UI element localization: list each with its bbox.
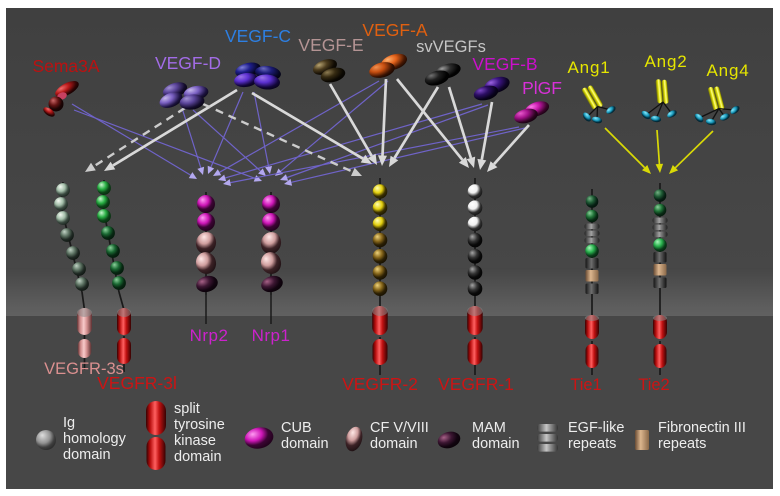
svg-text:domain: domain — [370, 436, 418, 452]
svg-text:VEGFR-1: VEGFR-1 — [438, 374, 514, 394]
svg-text:Nrp2: Nrp2 — [190, 326, 229, 345]
svg-text:VEGF-A: VEGF-A — [362, 20, 427, 40]
svg-text:VEGF-E: VEGF-E — [298, 35, 363, 55]
svg-text:VEGFR-3l: VEGFR-3l — [97, 373, 177, 393]
svg-text:domain: domain — [281, 436, 329, 452]
svg-text:repeats: repeats — [568, 436, 616, 452]
svg-text:domain: domain — [174, 449, 222, 465]
svg-text:VEGFR-3s: VEGFR-3s — [44, 360, 124, 378]
svg-text:Fibronectin III: Fibronectin III — [658, 420, 746, 436]
svg-text:VEGF-D: VEGF-D — [155, 53, 221, 73]
svg-text:EGF-like: EGF-like — [568, 420, 624, 436]
svg-text:tyrosine: tyrosine — [174, 417, 225, 433]
svg-text:kinase: kinase — [174, 433, 216, 449]
svg-text:svVEGFs: svVEGFs — [416, 38, 486, 56]
svg-text:VEGFR-2: VEGFR-2 — [342, 374, 418, 394]
svg-text:Nrp1: Nrp1 — [252, 326, 291, 345]
svg-text:repeats: repeats — [658, 436, 706, 452]
svg-text:CF V/VIII: CF V/VIII — [370, 420, 429, 436]
svg-text:CUB: CUB — [281, 420, 312, 436]
svg-text:Ang2: Ang2 — [645, 52, 688, 71]
svg-text:domain: domain — [472, 436, 520, 452]
svg-text:VEGF-C: VEGF-C — [225, 26, 291, 46]
svg-text:Sema3A: Sema3A — [32, 56, 99, 76]
svg-text:PlGF: PlGF — [522, 78, 562, 98]
svg-text:Ig: Ig — [63, 415, 75, 431]
svg-text:MAM: MAM — [472, 420, 506, 436]
svg-text:VEGF-B: VEGF-B — [472, 54, 537, 74]
svg-text:Ang1: Ang1 — [568, 58, 611, 77]
svg-text:split: split — [174, 401, 200, 417]
svg-text:Ang4: Ang4 — [707, 61, 750, 80]
svg-text:domain: domain — [63, 447, 111, 463]
svg-text:Tie2: Tie2 — [638, 376, 670, 394]
svg-text:homology: homology — [63, 431, 127, 447]
svg-text:Tie1: Tie1 — [570, 376, 602, 394]
